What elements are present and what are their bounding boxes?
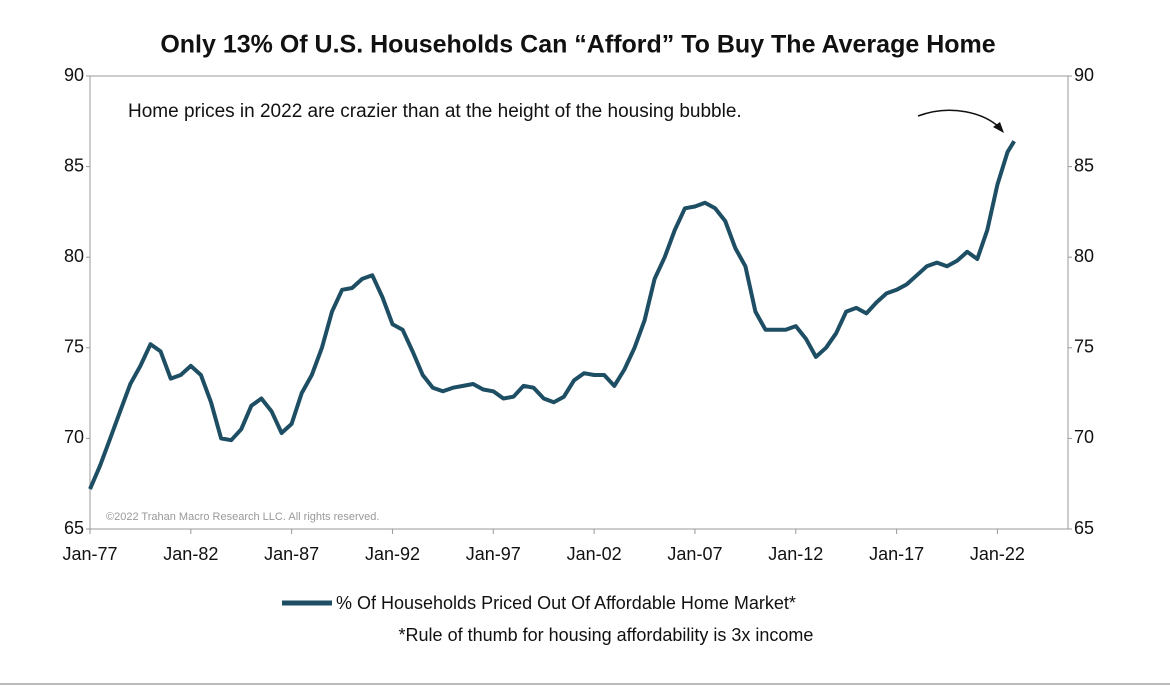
annotation: Home prices in 2022 are crazier than at …: [128, 101, 742, 122]
x-tick-label: Jan-12: [768, 544, 823, 564]
y2-tick-label: 90: [1074, 65, 1094, 85]
y2-tick-label: 65: [1074, 518, 1094, 538]
y-tick-label: 90: [64, 65, 84, 85]
footnote: *Rule of thumb for housing affordability…: [399, 625, 814, 645]
chart-title: Only 13% Of U.S. Households Can “Afford”…: [160, 31, 995, 59]
y-tick-label: 85: [64, 155, 84, 175]
x-tick-label: Jan-92: [365, 544, 420, 564]
arrow-head: [993, 122, 1004, 133]
y2-tick-label: 85: [1074, 155, 1094, 175]
x-tick-label: Jan-97: [466, 544, 521, 564]
legend-label: % Of Households Priced Out Of Affordable…: [336, 593, 796, 613]
x-tick-label: Jan-17: [869, 544, 924, 564]
series-line: [88, 140, 1016, 490]
x-tick-label: Jan-82: [163, 544, 218, 564]
annotation-arrow: [917, 109, 1003, 131]
y-tick-label: 75: [64, 337, 84, 357]
y-tick-label: 80: [64, 246, 84, 266]
x-tick-label: Jan-77: [62, 544, 117, 564]
y-tick-label: 70: [64, 427, 84, 447]
copyright: ©2022 Trahan Macro Research LLC. All rig…: [106, 511, 379, 523]
x-tick-label: Jan-07: [667, 544, 722, 564]
x-tick-label: Jan-02: [567, 544, 622, 564]
x-tick-label: Jan-87: [264, 544, 319, 564]
plot-frame: [89, 75, 1069, 530]
y2-tick-label: 80: [1074, 246, 1094, 266]
y2-tick-label: 70: [1074, 427, 1094, 447]
x-tick-label: Jan-22: [970, 544, 1025, 564]
y-tick-label: 65: [64, 518, 84, 538]
y2-tick-label: 75: [1074, 337, 1094, 357]
